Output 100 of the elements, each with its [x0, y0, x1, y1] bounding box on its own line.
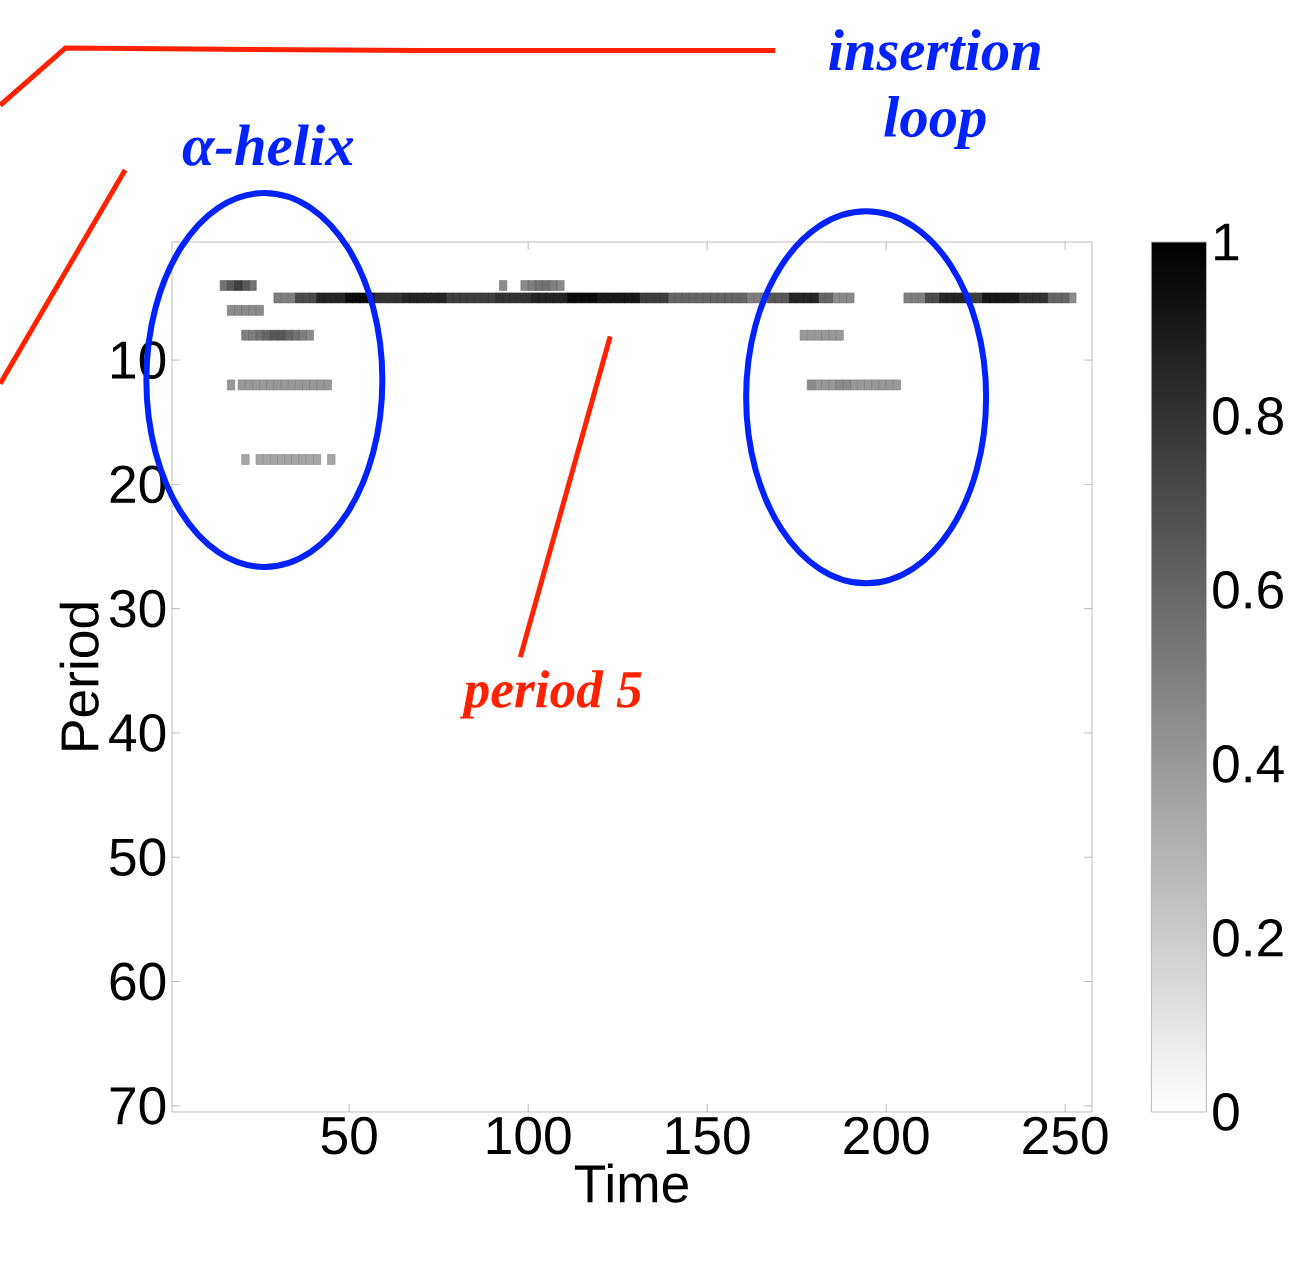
- point: [1025, 292, 1034, 304]
- point: [359, 292, 368, 304]
- point: [534, 280, 543, 291]
- annotation: period 5: [459, 670, 642, 719]
- point: [316, 292, 325, 304]
- point: [810, 292, 819, 304]
- y-tick-label: 60: [110, 962, 166, 1001]
- point: [842, 379, 851, 391]
- point: [781, 292, 790, 304]
- point: [660, 292, 669, 304]
- point: [287, 379, 296, 391]
- point: [1032, 292, 1041, 304]
- point: [244, 379, 253, 391]
- point: [248, 305, 257, 316]
- point: [903, 292, 912, 304]
- point: [549, 280, 558, 291]
- point: [284, 454, 293, 465]
- point: [871, 379, 880, 391]
- point: [252, 379, 261, 391]
- point: [423, 292, 432, 304]
- point: [828, 329, 837, 341]
- point: [821, 379, 830, 391]
- point: [237, 379, 246, 391]
- point: [1003, 292, 1012, 304]
- y-tick-label: 50: [110, 838, 166, 877]
- point: [466, 292, 475, 304]
- point: [302, 292, 311, 304]
- point: [298, 454, 307, 465]
- point: [542, 280, 551, 291]
- point: [917, 292, 926, 304]
- point: [291, 454, 300, 465]
- point: [295, 292, 304, 304]
- point: [270, 329, 279, 341]
- point: [241, 280, 250, 291]
- color-bar-label: 0.6: [1213, 571, 1283, 609]
- point: [617, 292, 626, 304]
- point: [295, 379, 304, 391]
- point: [527, 280, 536, 291]
- point: [695, 292, 705, 304]
- point: [409, 292, 418, 304]
- point: [552, 292, 561, 304]
- point: [674, 292, 683, 304]
- point: [645, 292, 654, 304]
- point: [524, 292, 533, 304]
- color-bar-label: 0.4: [1213, 745, 1284, 783]
- point: [481, 292, 490, 304]
- x-tick-label: 50: [321, 1116, 377, 1155]
- point: [846, 292, 855, 304]
- point: [574, 292, 583, 304]
- point: [681, 292, 690, 304]
- point: [248, 280, 257, 291]
- point: [309, 379, 318, 391]
- point: [996, 292, 1005, 304]
- point: [631, 292, 640, 304]
- point: [277, 329, 286, 341]
- x-tick-label: 100: [487, 1116, 571, 1155]
- point: [298, 329, 307, 341]
- point: [520, 280, 529, 291]
- point: [291, 329, 300, 341]
- point: [910, 292, 919, 304]
- point: [502, 292, 511, 304]
- point: [499, 280, 508, 291]
- point: [789, 292, 798, 304]
- point: [857, 379, 866, 391]
- point: [305, 329, 314, 341]
- point: [710, 292, 719, 304]
- point: [234, 280, 243, 291]
- color-bar-label: 0.2: [1213, 919, 1283, 957]
- point: [1011, 292, 1020, 304]
- point: [545, 292, 554, 304]
- point: [323, 379, 332, 391]
- point: [531, 292, 540, 304]
- point: [241, 329, 250, 341]
- y-axis-title: Period: [59, 603, 99, 750]
- point: [509, 292, 518, 304]
- point: [878, 379, 887, 391]
- point: [273, 379, 282, 391]
- point: [262, 329, 271, 341]
- text: insertion loop: [829, 29, 1040, 150]
- point: [241, 454, 250, 465]
- point: [982, 292, 991, 304]
- color-bar-label: 0.8: [1213, 397, 1283, 435]
- point: [284, 329, 293, 341]
- point: [1061, 292, 1070, 304]
- point: [799, 329, 808, 341]
- point: [438, 292, 447, 304]
- point: [227, 305, 236, 316]
- point: [588, 292, 597, 304]
- point: [227, 379, 236, 391]
- point: [602, 292, 611, 304]
- point: [227, 280, 236, 291]
- point: [1068, 292, 1077, 304]
- point: [488, 292, 497, 304]
- point: [703, 292, 712, 304]
- point: [953, 292, 962, 304]
- point: [989, 292, 998, 304]
- point: [248, 329, 257, 341]
- point: [459, 292, 468, 304]
- point: [717, 292, 726, 304]
- point: [1053, 292, 1063, 304]
